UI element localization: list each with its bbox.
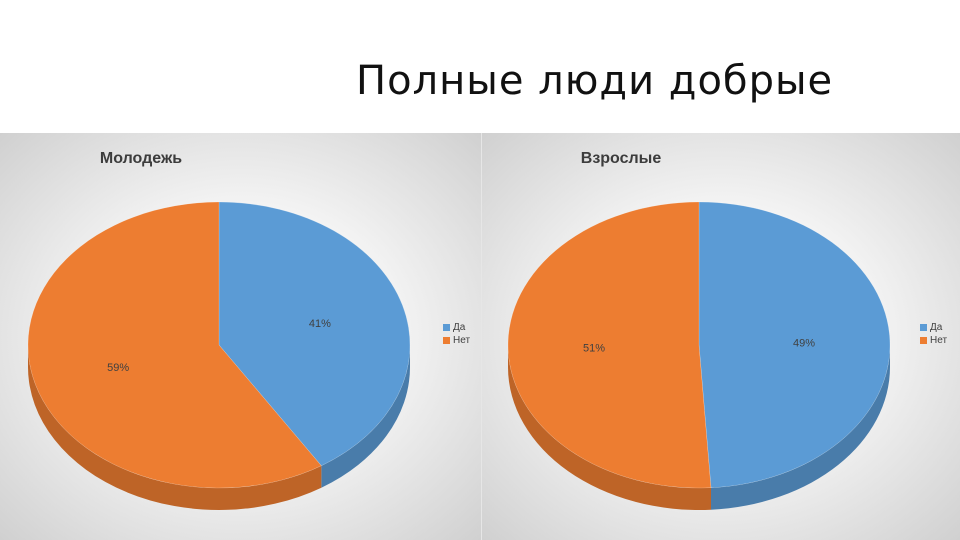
- pie-chart-adults: 49% 51%: [507, 201, 891, 510]
- pie-slice-Нет[interactable]: [507, 201, 712, 489]
- pie-side-Да: [710, 345, 890, 510]
- legend-swatch-no: [443, 337, 450, 344]
- chart-panel-adults: Взрослые 49% 51% Да Нет: [482, 133, 960, 540]
- data-label-Да: 49%: [793, 338, 815, 350]
- legend-swatch-yes: [920, 324, 927, 331]
- legend-label-no: Нет: [453, 335, 471, 346]
- legend: Да Нет: [443, 321, 470, 347]
- data-label-Да: 41%: [309, 318, 331, 330]
- data-label-Нет: 51%: [583, 342, 605, 354]
- slide-title: Полные люди добрые: [356, 58, 834, 104]
- legend-item-no: Нет: [443, 334, 470, 347]
- pie-slice-Да[interactable]: [698, 201, 891, 488]
- pie-side-Да: [321, 345, 410, 488]
- legend-label-no: Нет: [930, 335, 948, 346]
- pie-slice-Нет[interactable]: [27, 201, 322, 489]
- pie-slice-Да[interactable]: [218, 201, 411, 467]
- legend-item-yes: Да: [443, 321, 470, 334]
- pie-side-Нет: [28, 345, 322, 510]
- legend-item-yes: Да: [920, 321, 947, 334]
- legend-label-yes: Да: [453, 322, 466, 333]
- pie-side-Нет: [508, 345, 711, 510]
- data-label-Нет: 59%: [107, 362, 129, 374]
- legend-label-yes: Да: [930, 322, 943, 333]
- legend: Да Нет: [920, 321, 947, 347]
- legend-item-no: Нет: [920, 334, 947, 347]
- pie-chart-youth: 41% 59%: [27, 201, 411, 510]
- chart-panel-youth: Молодежь 41% 59% Да Нет: [0, 133, 482, 540]
- legend-swatch-yes: [443, 324, 450, 331]
- chart-title: Молодежь: [99, 150, 183, 167]
- chart-title: Взрослые: [580, 150, 662, 167]
- legend-swatch-no: [920, 337, 927, 344]
